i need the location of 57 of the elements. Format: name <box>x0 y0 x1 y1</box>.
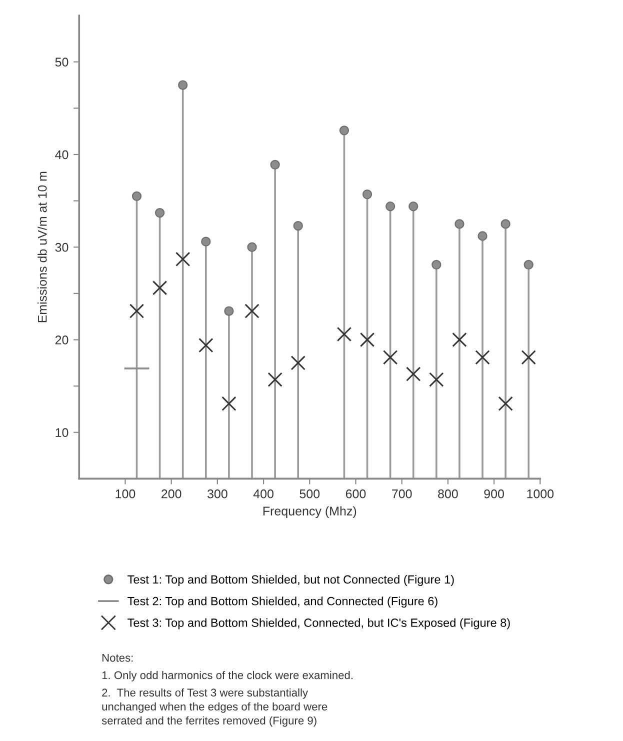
point <box>406 366 421 382</box>
x-tick-label: 400 <box>253 489 274 498</box>
x-tick-label: 100 <box>116 489 136 498</box>
point <box>382 350 398 365</box>
x-tick-label: 900 <box>484 489 504 498</box>
point <box>362 189 372 200</box>
point <box>154 208 165 218</box>
point <box>429 372 444 387</box>
legend-label: Test 1: Top and Bottom Shielded, but not Connected (Figure 1) <box>128 574 454 586</box>
point <box>360 332 375 348</box>
point <box>224 306 234 316</box>
point <box>498 396 513 412</box>
point <box>521 350 536 365</box>
point <box>201 236 211 246</box>
point <box>452 332 467 348</box>
point <box>293 220 303 231</box>
text: Notes: <box>102 654 133 662</box>
x-tick-label: 600 <box>346 489 366 498</box>
point <box>478 231 488 241</box>
x-tick-label: 800 <box>438 489 458 498</box>
x-tick-label: 500 <box>300 489 320 498</box>
y-tick-label: 20 <box>55 336 68 344</box>
point <box>129 304 144 318</box>
x-tick-label: 200 <box>162 489 182 498</box>
point <box>336 326 352 342</box>
legend-label: Test 2: Top and Bottom Shielded, and Connected (Figure 6) <box>128 596 438 608</box>
point <box>339 126 350 136</box>
legend-label: Test 3: Top and Bottom Shielded, Connected, but IC's Exposed (Figure 8) <box>128 618 510 630</box>
x-tick-label: 700 <box>392 489 412 498</box>
point <box>290 356 306 370</box>
point <box>454 219 464 229</box>
text: 2. The results of Test 3 were substantially unchanged when the edges of the board were serrated and the ferrites removed (Figure 9) <box>102 688 328 727</box>
point <box>198 338 214 353</box>
point <box>268 372 282 387</box>
point <box>475 350 490 365</box>
point <box>385 202 396 212</box>
point <box>247 242 257 252</box>
point <box>244 304 260 318</box>
point <box>175 252 190 267</box>
point <box>500 219 510 229</box>
x-tick-label: 1000 <box>527 489 554 498</box>
point <box>270 160 280 170</box>
x-tick-label: 300 <box>207 489 228 498</box>
y-tick-label: 40 <box>55 150 68 160</box>
point <box>432 260 442 270</box>
point <box>524 260 534 270</box>
point <box>178 80 188 90</box>
point <box>132 191 142 202</box>
point <box>222 396 236 412</box>
point <box>408 202 418 212</box>
x-axis-title: Frequency (Mhz) <box>263 506 356 518</box>
y-tick-label: 10 <box>56 428 68 438</box>
y-tick-label: 30 <box>55 242 68 252</box>
text: 1. Only odd harmonics of the clock were examined. <box>102 670 353 682</box>
point <box>152 280 168 296</box>
y-axis-title: Emissions db uV/m at 10 m <box>38 172 47 322</box>
y-tick-label: 50 <box>55 58 68 67</box>
